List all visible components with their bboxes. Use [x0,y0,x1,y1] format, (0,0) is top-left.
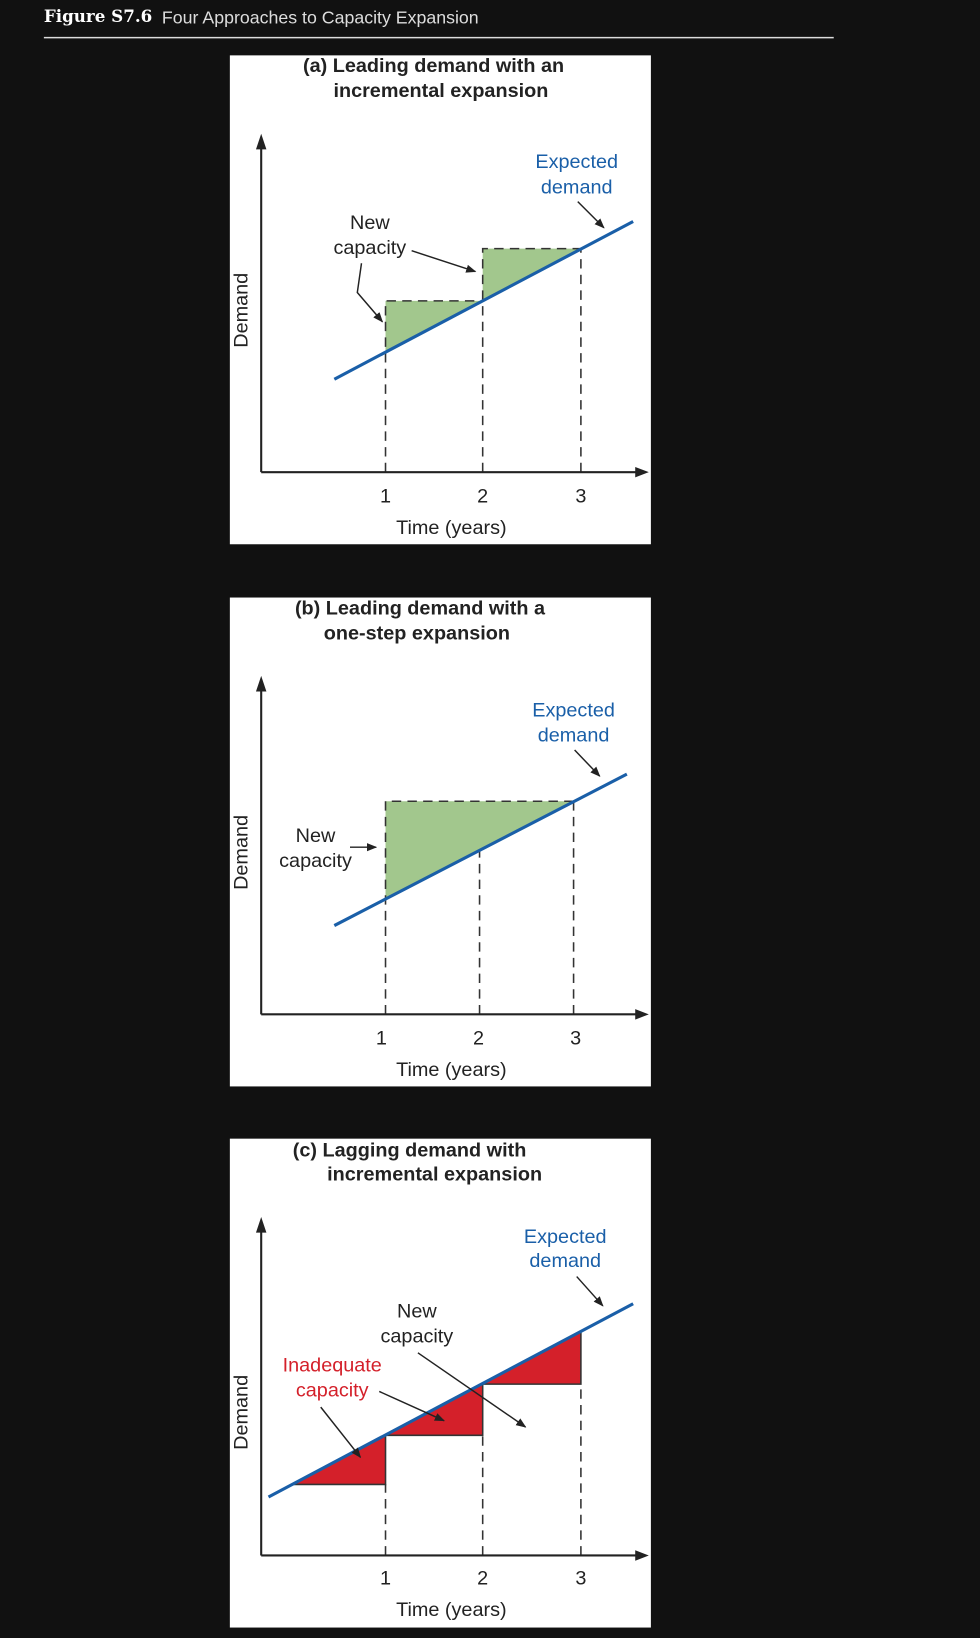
panel-title: one-step expansion [324,622,510,644]
x-label: Time (years) [396,1059,507,1081]
capacity-dashes [384,1384,582,1556]
axes [260,1224,642,1557]
x-tick: 2 [477,485,488,507]
arrow [378,1390,445,1422]
x-tick: 2 [477,1568,488,1590]
arrow [356,263,384,323]
x-tick: 3 [575,1568,586,1590]
x-tick: 1 [380,1568,391,1590]
annotation: demand [538,725,610,747]
axes [260,683,642,1016]
x-label: Time (years) [396,1599,507,1621]
annotation: capacity [333,237,406,259]
annotation: capacity [296,1380,369,1402]
panel-title: (a) Leading demand with an [303,55,564,77]
annotation: New [296,825,336,847]
figure-title: Four Approaches to Capacity Expansion [162,7,479,27]
annotation: capacity [380,1325,453,1347]
x-tick: 2 [473,1028,484,1050]
y-label: Demand [231,273,253,348]
arrow [320,1406,362,1459]
panel-title: (b) Leading demand with a [295,597,546,619]
x-tick: 3 [570,1028,581,1050]
axes [260,141,642,474]
annotation: Expected [535,151,618,173]
arrow [411,250,477,273]
arrow [576,1276,604,1307]
arrow [577,201,605,229]
panel-a: (a) Leading demand with an incremental e… [229,55,651,545]
demand-line [333,772,628,927]
panel-bg [229,1138,651,1628]
demand-line [333,220,634,381]
y-label: Demand [231,815,253,890]
x-label: Time (years) [396,517,507,539]
arrow [574,749,601,777]
annotation: New [397,1300,437,1322]
annotation: Inadequate [283,1355,382,1377]
panel-c: (c) Lagging demand with incremental expa… [229,1138,651,1628]
demand-line [267,1302,634,1499]
capacity-dashes [384,800,575,1015]
panel-b: (b) Leading demand with a one-step expan… [229,597,651,1087]
capacity-dashes [384,247,582,473]
annotation: Expected [524,1226,607,1248]
panel-title: incremental expansion [327,1163,542,1185]
annotation: capacity [279,850,352,872]
figure-label: Figure S7.6 [44,6,152,26]
panel-bg [229,55,651,545]
x-tick: 1 [376,1028,387,1050]
x-tick: 3 [575,485,586,507]
annotation: demand [529,1250,601,1272]
x-tick: 1 [380,485,391,507]
annotation: Expected [532,700,615,722]
y-label: Demand [231,1375,253,1450]
annotation: demand [541,176,613,198]
annotation: New [350,212,390,234]
panel-title: (c) Lagging demand with [293,1139,527,1161]
arrow [417,1352,527,1428]
panel-title: incremental expansion [333,80,548,102]
